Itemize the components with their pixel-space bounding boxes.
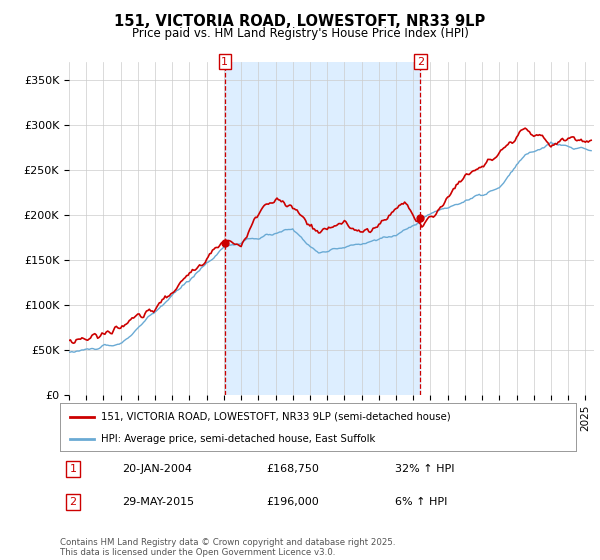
Text: 1: 1 [221, 57, 228, 67]
Text: Contains HM Land Registry data © Crown copyright and database right 2025.
This d: Contains HM Land Registry data © Crown c… [60, 538, 395, 557]
Text: 151, VICTORIA ROAD, LOWESTOFT, NR33 9LP: 151, VICTORIA ROAD, LOWESTOFT, NR33 9LP [115, 14, 485, 29]
Text: 20-JAN-2004: 20-JAN-2004 [122, 464, 192, 474]
Text: 29-MAY-2015: 29-MAY-2015 [122, 497, 194, 507]
Text: HPI: Average price, semi-detached house, East Suffolk: HPI: Average price, semi-detached house,… [101, 434, 376, 444]
Text: Price paid vs. HM Land Registry's House Price Index (HPI): Price paid vs. HM Land Registry's House … [131, 27, 469, 40]
Bar [225, 62, 421, 395]
Text: 2: 2 [417, 57, 424, 67]
Text: 151, VICTORIA ROAD, LOWESTOFT, NR33 9LP (semi-detached house): 151, VICTORIA ROAD, LOWESTOFT, NR33 9LP … [101, 412, 451, 422]
Text: £196,000: £196,000 [266, 497, 319, 507]
Text: 32% ↑ HPI: 32% ↑ HPI [395, 464, 455, 474]
Text: 6% ↑ HPI: 6% ↑ HPI [395, 497, 448, 507]
Text: 1: 1 [70, 464, 76, 474]
Text: 2: 2 [70, 497, 76, 507]
Text: £168,750: £168,750 [266, 464, 319, 474]
